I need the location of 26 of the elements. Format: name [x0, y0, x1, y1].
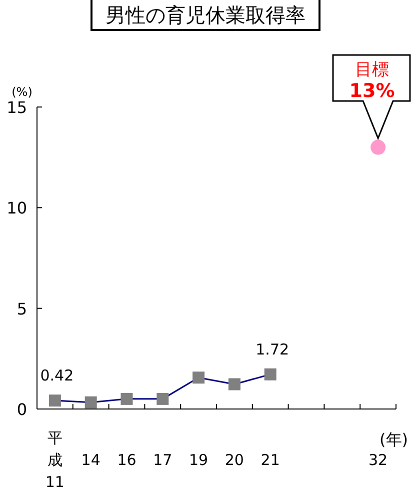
x-tick-label: 17	[153, 451, 172, 469]
x-tick-label: 32	[368, 451, 388, 469]
point	[370, 140, 386, 155]
point	[84, 396, 97, 408]
x-tick-label: 平成11	[45, 429, 64, 491]
y-tick-label: 0	[16, 400, 27, 419]
x-tick-label: 21	[260, 451, 280, 469]
data-label: 0.42	[40, 366, 74, 385]
x-tick-label: 14	[81, 451, 100, 469]
point	[228, 378, 240, 390]
point	[264, 368, 276, 380]
point	[192, 372, 205, 384]
chart-title: 男性の育児休業取得率	[106, 3, 306, 27]
point	[156, 392, 169, 405]
point	[48, 394, 61, 407]
annotation: 目標 13%	[349, 60, 395, 102]
x-tick-label: 19	[189, 451, 208, 469]
x-tick-label: 16	[117, 451, 136, 469]
point	[120, 392, 133, 405]
y-axis-title: (%)	[12, 85, 32, 99]
y-tick-label: 15	[6, 98, 27, 117]
x-tick-label: 20	[224, 451, 244, 469]
data-label: 1.72	[256, 340, 290, 358]
y-tick-label: 10	[6, 198, 27, 218]
x-axis-title: (年)	[380, 430, 408, 449]
y-tick-label: 5	[16, 299, 27, 318]
